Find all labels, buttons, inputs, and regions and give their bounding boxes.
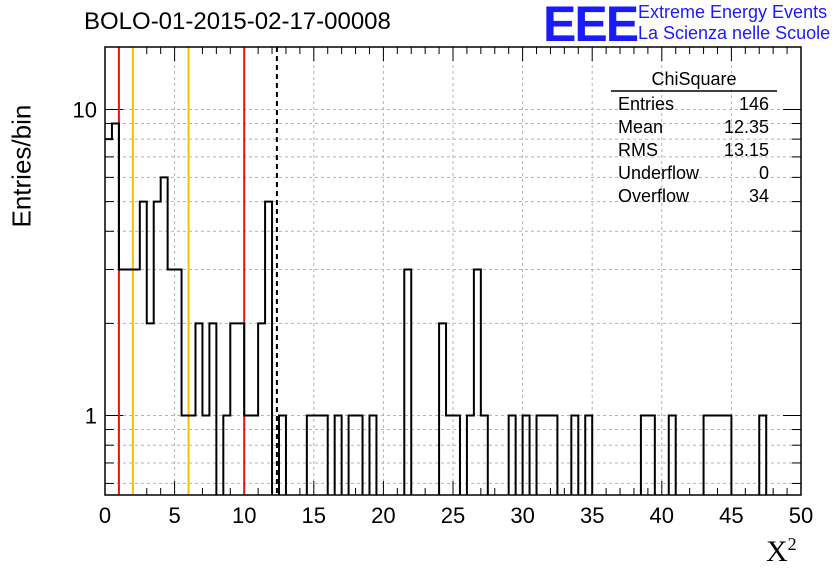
histogram-bin (168, 270, 175, 495)
chart-title: BOLO-01-2015-02-17-00008 (84, 8, 391, 35)
y-tick-label: 10 (73, 97, 97, 122)
plot-frame (104, 46, 802, 496)
eee-logo: EEE (543, 0, 639, 52)
histogram-bin (474, 270, 481, 495)
histogram-bin (648, 416, 655, 495)
x-tick-labels: 0 5 10 15 20 25 30 35 40 45 50 (99, 503, 813, 528)
histogram-bin (126, 270, 133, 495)
x-tick-label: 45 (719, 503, 743, 528)
x-axis-label-superscript: 2 (787, 534, 797, 554)
x-tick-label: 30 (510, 503, 534, 528)
histogram-bin (759, 416, 766, 495)
histogram-bin (369, 416, 376, 495)
histogram-bin (307, 416, 314, 495)
histogram-bin (195, 323, 202, 495)
histogram-bin (335, 416, 342, 495)
x-axis-label-base: X (766, 535, 788, 568)
stats-row-value: 13.15 (724, 140, 769, 160)
histogram-bin (704, 416, 711, 495)
histogram-bin (321, 416, 328, 495)
x-tick-label: 10 (232, 503, 256, 528)
histogram-bins (105, 122, 768, 495)
histogram-bin (349, 416, 356, 495)
x-tick-label: 5 (168, 503, 180, 528)
x-tick-label: 35 (580, 503, 604, 528)
histogram-bin (112, 123, 119, 495)
x-tick-label: 25 (441, 503, 465, 528)
y-tick-labels: 1 10 (73, 97, 97, 428)
histogram-bin (147, 323, 154, 495)
logo-caption-line2: La Scienza nelle Scuole (638, 23, 831, 43)
stats-row-label: Mean (618, 117, 663, 137)
histogram-bin (258, 323, 265, 495)
histogram-outline (105, 122, 768, 495)
histogram-bin (467, 416, 474, 495)
histogram-bin (119, 270, 126, 495)
histogram-bin (543, 416, 550, 495)
x-tick-label: 15 (302, 503, 326, 528)
stats-box-name: ChiSquare (651, 69, 736, 89)
stats-row-label: Overflow (618, 186, 690, 206)
histogram-bin (279, 416, 286, 495)
histogram-bin (439, 323, 446, 495)
histogram-bin (717, 416, 724, 495)
stats-row-value: 0 (759, 163, 769, 183)
y-tick-label: 1 (85, 404, 97, 429)
histogram-bin (202, 416, 209, 495)
histogram-bin (154, 202, 161, 495)
histogram-bin (509, 416, 516, 495)
histogram-bin (404, 270, 411, 495)
x-tick-label: 40 (650, 503, 674, 528)
histogram-bin (446, 416, 453, 495)
histogram-bin (223, 416, 230, 495)
x-tick-label: 20 (371, 503, 395, 528)
histogram-bin (265, 202, 272, 495)
histogram-bin (356, 416, 363, 495)
histogram-bin (140, 202, 147, 495)
x-tick-label: 0 (99, 503, 111, 528)
histogram-bin (724, 416, 731, 495)
histogram-bin (669, 416, 676, 495)
axis-ticks (104, 47, 802, 495)
histogram-bin (161, 177, 168, 495)
histogram-bin (244, 416, 251, 495)
stats-row-label: Underflow (618, 163, 700, 183)
x-axis-label: X2 (766, 534, 797, 569)
histogram-bin (189, 416, 196, 495)
histogram-bin (314, 416, 321, 495)
stats-row-label: Entries (618, 94, 674, 114)
histogram-bin (523, 416, 530, 495)
histogram-bin (641, 416, 648, 495)
reference-lines (117, 47, 278, 495)
histogram-bin (251, 416, 258, 495)
logo-caption-line1: Extreme Energy Events (638, 2, 828, 22)
x-tick-label: 50 (789, 503, 813, 528)
stats-box: ChiSquare Entries 146 Mean 12.35 RMS 13.15 Unde… (611, 69, 777, 206)
histogram-bin (182, 416, 189, 495)
histogram-bin (230, 323, 237, 495)
histogram-bin (481, 416, 488, 495)
histogram-bin (175, 270, 182, 495)
histogram-bin (571, 416, 578, 495)
histogram-bin (105, 139, 112, 495)
histogram-bin (585, 416, 592, 495)
histogram-bin (237, 323, 244, 495)
histogram-bin (537, 416, 544, 495)
histogram-bin (209, 323, 216, 495)
stats-row-value: 34 (749, 186, 769, 206)
histogram-bin (550, 416, 557, 495)
histogram-bin (453, 416, 460, 495)
stats-row-label: RMS (618, 140, 658, 160)
histogram-bin (711, 416, 718, 495)
histogram-bin (133, 270, 140, 495)
stats-row-value: 146 (739, 94, 769, 114)
stats-row-value: 12.35 (724, 117, 769, 137)
